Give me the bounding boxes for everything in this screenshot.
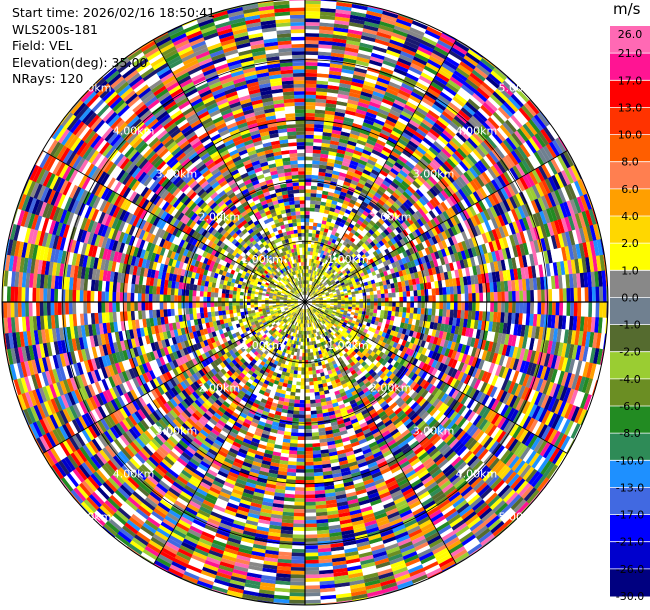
range-label: 2.00km [370, 210, 412, 223]
colorbar-tick-label: -8.0 [619, 427, 640, 440]
colorbar-segment [610, 26, 650, 54]
range-label: 1.00km [241, 339, 283, 352]
range-label: 2.00km [370, 382, 412, 395]
colorbar-unit: m/s [613, 0, 640, 18]
colorbar-segment [610, 134, 650, 163]
range-label: 4.00km [456, 125, 498, 138]
spoke-210 [153, 301, 306, 565]
colorbar-tick-label: -17.0 [616, 509, 644, 522]
colorbar-tick-label: 6.0 [621, 183, 639, 196]
colorbar-segment [610, 541, 650, 570]
range-label: 2.00km [199, 382, 241, 395]
spoke-300 [42, 150, 306, 303]
range-label: 3.00km [156, 167, 198, 180]
spoke-30 [304, 39, 457, 303]
colorbar-segment [610, 514, 650, 543]
colorbar-segment [610, 378, 650, 407]
colorbar-tick-label: 10.0 [618, 129, 643, 142]
colorbar-segment [610, 53, 650, 81]
info-panel: Start time: 2026/02/16 18:50:41 WLS200s-… [12, 5, 215, 88]
spoke-240 [42, 301, 306, 454]
colorbar-segment [610, 324, 650, 353]
range-label: 1.00km [327, 339, 369, 352]
colorbar-tick-label: 2.0 [621, 237, 639, 250]
colorbar-tick-label: -4.0 [619, 373, 640, 386]
colorbar-segment [610, 568, 650, 597]
spoke-60 [304, 150, 568, 303]
range-label: 1.00km [241, 253, 283, 266]
colorbar-segment [610, 460, 650, 488]
colorbar-tick-label: 13.0 [618, 101, 643, 114]
velocity-field [2, 0, 608, 605]
colorbar-segment [610, 351, 650, 380]
range-label: 5.00km [499, 82, 541, 95]
spoke-120 [304, 301, 568, 454]
range-label: 3.00km [156, 425, 198, 438]
colorbar-tick-label: -1.0 [619, 319, 640, 332]
colorbar: 26.0 21.0 17.0 13.0 10.0 8.0 6.0 4.0 2.0 1.0 0.0 -1… [610, 26, 650, 603]
range-label: 4.00km [113, 125, 155, 138]
colorbar-segment [610, 487, 650, 515]
range-label: 5.00km [70, 82, 112, 95]
colorbar-segment [610, 270, 650, 298]
start-time-label: Start time: 2026/02/16 18:50:41 [12, 5, 215, 22]
range-label: 5.00km [499, 510, 541, 523]
colorbar-tick-label: -2.0 [619, 346, 640, 359]
colorbar-tick-label: 0.0 [621, 291, 639, 304]
colorbar-segment [610, 216, 650, 244]
colorbar-segment [610, 243, 650, 271]
colorbar-tick-label: 26.0 [618, 28, 643, 41]
colorbar-tick-label: 17.0 [618, 74, 643, 87]
colorbar-tick-label: 4.0 [621, 210, 639, 223]
range-label: 3.00km [413, 425, 455, 438]
range-labels: 1.00km 2.00km 3.00km 4.00km 5.00km 1.00km 2.00… [70, 82, 540, 524]
field-label: Field: VEL [12, 38, 215, 55]
colorbar-tick-label: -21.0 [616, 536, 644, 549]
range-label: 4.00km [113, 467, 155, 480]
colorbar-segment [610, 188, 650, 217]
colorbar-tick-label: -13.0 [616, 481, 644, 494]
instrument-label: WLS200s-181 [12, 22, 215, 39]
colorbar-tick-label: -26.0 [616, 563, 644, 576]
elevation-label: Elevation(deg): 35.00 [12, 55, 215, 72]
range-label: 4.00km [456, 467, 498, 480]
colorbar-tick-label: -30.0 [616, 590, 644, 603]
colorbar-segment [610, 297, 650, 325]
colorbar-segment [610, 107, 650, 135]
range-label: 5.00km [70, 510, 112, 523]
colorbar-tick-label: -10.0 [616, 454, 644, 467]
colorbar-segment [610, 406, 650, 434]
spoke-330 [153, 39, 306, 303]
colorbar-segment [610, 161, 650, 190]
colorbar-segment [610, 80, 650, 108]
colorbar-tick-label: 21.0 [618, 47, 643, 60]
range-label: 1.00km [327, 253, 369, 266]
range-label: 2.00km [199, 210, 241, 223]
colorbar-tick-label: 1.0 [621, 264, 639, 277]
spoke-150 [304, 301, 457, 565]
colorbar-tick-label: -6.0 [619, 400, 640, 413]
colorbar-segment [610, 433, 650, 461]
range-label: 3.00km [413, 167, 455, 180]
nrays-label: NRays: 120 [12, 71, 215, 88]
colorbar-tick-label: 8.0 [621, 156, 639, 169]
